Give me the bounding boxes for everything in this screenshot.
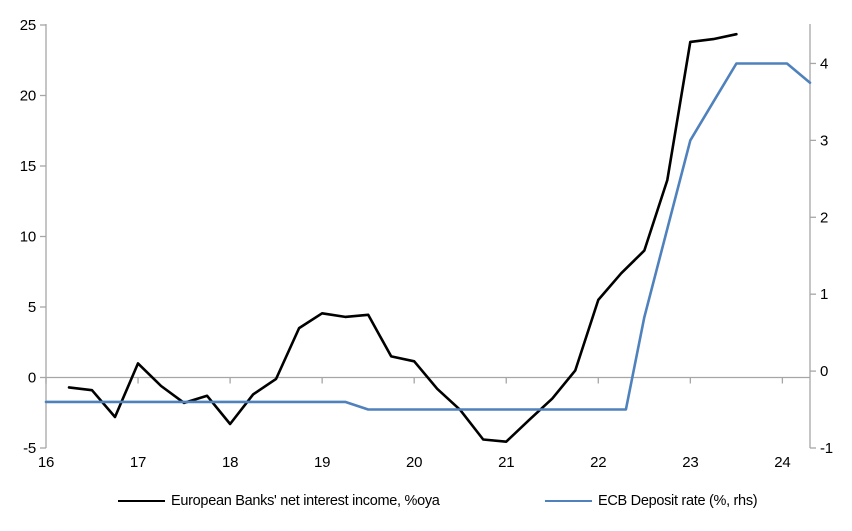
nii-line xyxy=(67,32,738,444)
deposit-rate-line xyxy=(44,62,812,411)
y-right-tick-label: 3 xyxy=(820,132,828,149)
y-left-tick-label: 15 xyxy=(20,158,36,175)
y-left-tick-label: 20 xyxy=(20,88,36,105)
y-left-tick-label: 5 xyxy=(28,299,36,316)
y-right-tick-label: 0 xyxy=(820,363,828,380)
legend-item-nii: European Banks' net interest income, %oy… xyxy=(118,492,440,510)
legend-item-deposit-rate: ECB Deposit rate (%, rhs) xyxy=(545,492,758,510)
y-right-tick-label: 1 xyxy=(820,286,828,303)
x-tick-label: 24 xyxy=(774,454,790,471)
x-tick-label: 18 xyxy=(222,454,238,471)
x-tick-label: 21 xyxy=(498,454,514,471)
legend-label-nii: European Banks' net interest income, %oy… xyxy=(171,493,440,509)
y-left-tick-label: 0 xyxy=(28,370,36,387)
y-left-tick-label: -5 xyxy=(23,440,36,457)
y-right-tick-label: 4 xyxy=(820,55,828,72)
x-tick-label: 20 xyxy=(406,454,422,471)
y-right-tick-label: 2 xyxy=(820,209,828,226)
x-tick-label: 17 xyxy=(130,454,146,471)
y-right-tick-label: -1 xyxy=(820,440,833,457)
y-left-tick-label: 10 xyxy=(20,229,36,246)
x-tick-label: 16 xyxy=(38,454,54,471)
legend-label-deposit-rate: ECB Deposit rate (%, rhs) xyxy=(598,493,758,509)
y-left-tick-label: 25 xyxy=(20,17,36,34)
x-tick-label: 19 xyxy=(314,454,330,471)
nii-line-swatch xyxy=(118,500,165,502)
x-tick-label: 23 xyxy=(682,454,698,471)
x-tick-label: 22 xyxy=(590,454,606,471)
deposit-rate-line-swatch xyxy=(545,500,592,502)
